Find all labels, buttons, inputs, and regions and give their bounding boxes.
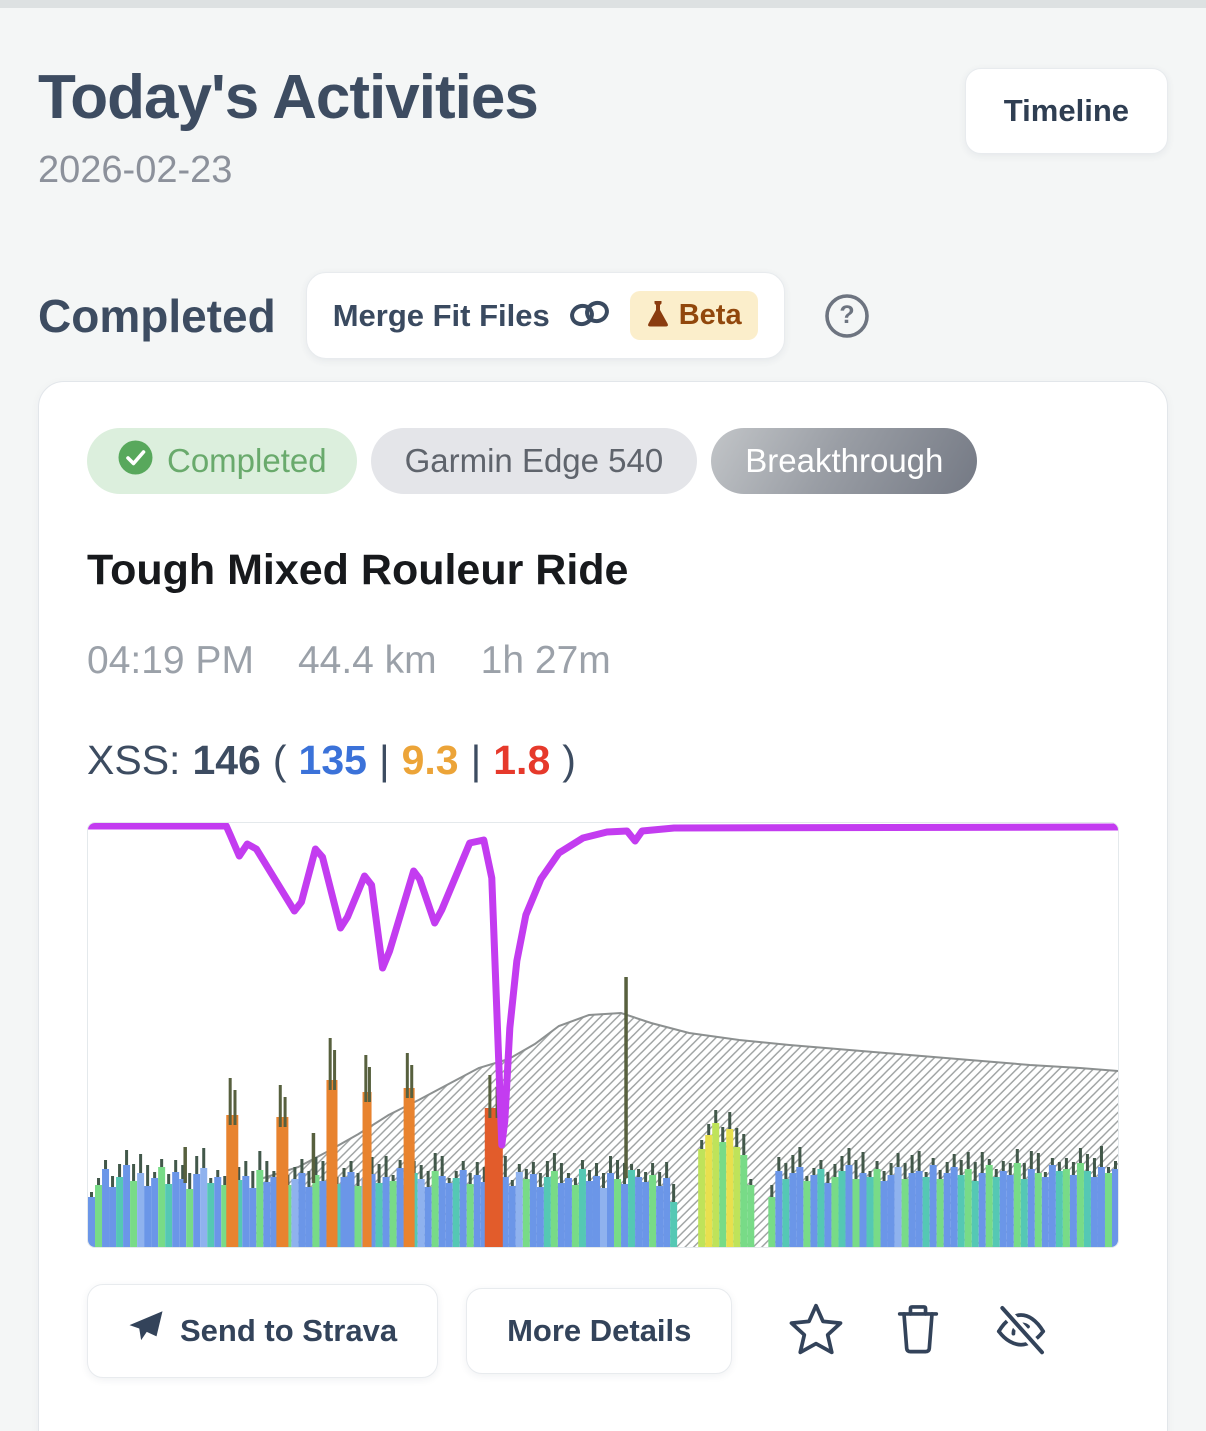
top-divider-strip [0,0,1206,8]
activity-stats: 04:19 PM 44.4 km 1h 27m [87,639,1119,683]
xss-close-paren: ) [562,737,576,783]
breakthrough-badge: Breakthrough [711,428,978,494]
stat-distance: 44.4 km [297,639,437,682]
xss-high-value: 1.8 [493,737,551,783]
beta-badge: Beta [629,291,758,340]
xss-total: 146 [192,737,261,783]
more-details-button[interactable]: More Details [466,1288,733,1374]
xss-label: XSS: [87,737,181,783]
activity-chart[interactable] [87,822,1119,1248]
merge-fit-files-button[interactable]: Merge Fit Files Beta [305,272,785,359]
header: Today's Activities 2026-02-23 Timeline [38,62,1168,192]
send-to-strava-label: Send to Strava [180,1313,398,1348]
section-heading: Completed [38,289,276,342]
stat-start-time: 04:19 PM [87,639,254,682]
xss-open-paren: ( [272,737,287,783]
timeline-button[interactable]: Timeline [964,68,1168,154]
send-to-strava-button[interactable]: Send to Strava [87,1284,439,1378]
stat-duration: 1h 27m [480,639,611,682]
activity-card: Completed Garmin Edge 540 Breakthrough T… [38,381,1168,1431]
actions-row: Send to Strava More Details [87,1284,1119,1378]
trash-icon[interactable] [892,1301,944,1362]
xss-separator-2: | [470,737,482,783]
merge-fit-files-label: Merge Fit Files [332,297,550,333]
status-badge: Completed [87,428,357,494]
check-circle-icon [117,439,154,484]
status-badge-label: Completed [167,442,327,479]
activity-title: Tough Mixed Rouleur Ride [87,546,629,594]
eye-off-icon[interactable] [992,1301,1050,1362]
flask-icon [646,299,670,332]
xss-separator-1: | [378,737,390,783]
icon-group [788,1301,1050,1362]
badges-row: Completed Garmin Edge 540 Breakthrough [87,428,1119,494]
beta-label: Beta [678,299,742,331]
star-icon[interactable] [788,1301,844,1362]
xss-summary: XSS: 146 ( 135 | 9.3 | 1.8 ) [87,737,1119,784]
page: Today's Activities 2026-02-23 Timeline C… [0,62,1206,1431]
more-details-label: More Details [507,1313,692,1348]
xss-med-value: 9.3 [401,737,459,783]
completed-section-header: Completed Merge Fit Files Beta [38,272,1168,359]
paper-plane-icon [128,1309,164,1353]
svg-text:?: ? [839,301,854,329]
xss-low-value: 135 [298,737,367,783]
page-title: Today's Activities [38,63,539,132]
device-badge: Garmin Edge 540 [370,428,698,494]
activity-chart-svg [88,823,1118,1247]
help-icon[interactable]: ? [823,292,871,340]
link-icon [568,299,612,332]
page-date: 2026-02-23 [38,149,233,191]
